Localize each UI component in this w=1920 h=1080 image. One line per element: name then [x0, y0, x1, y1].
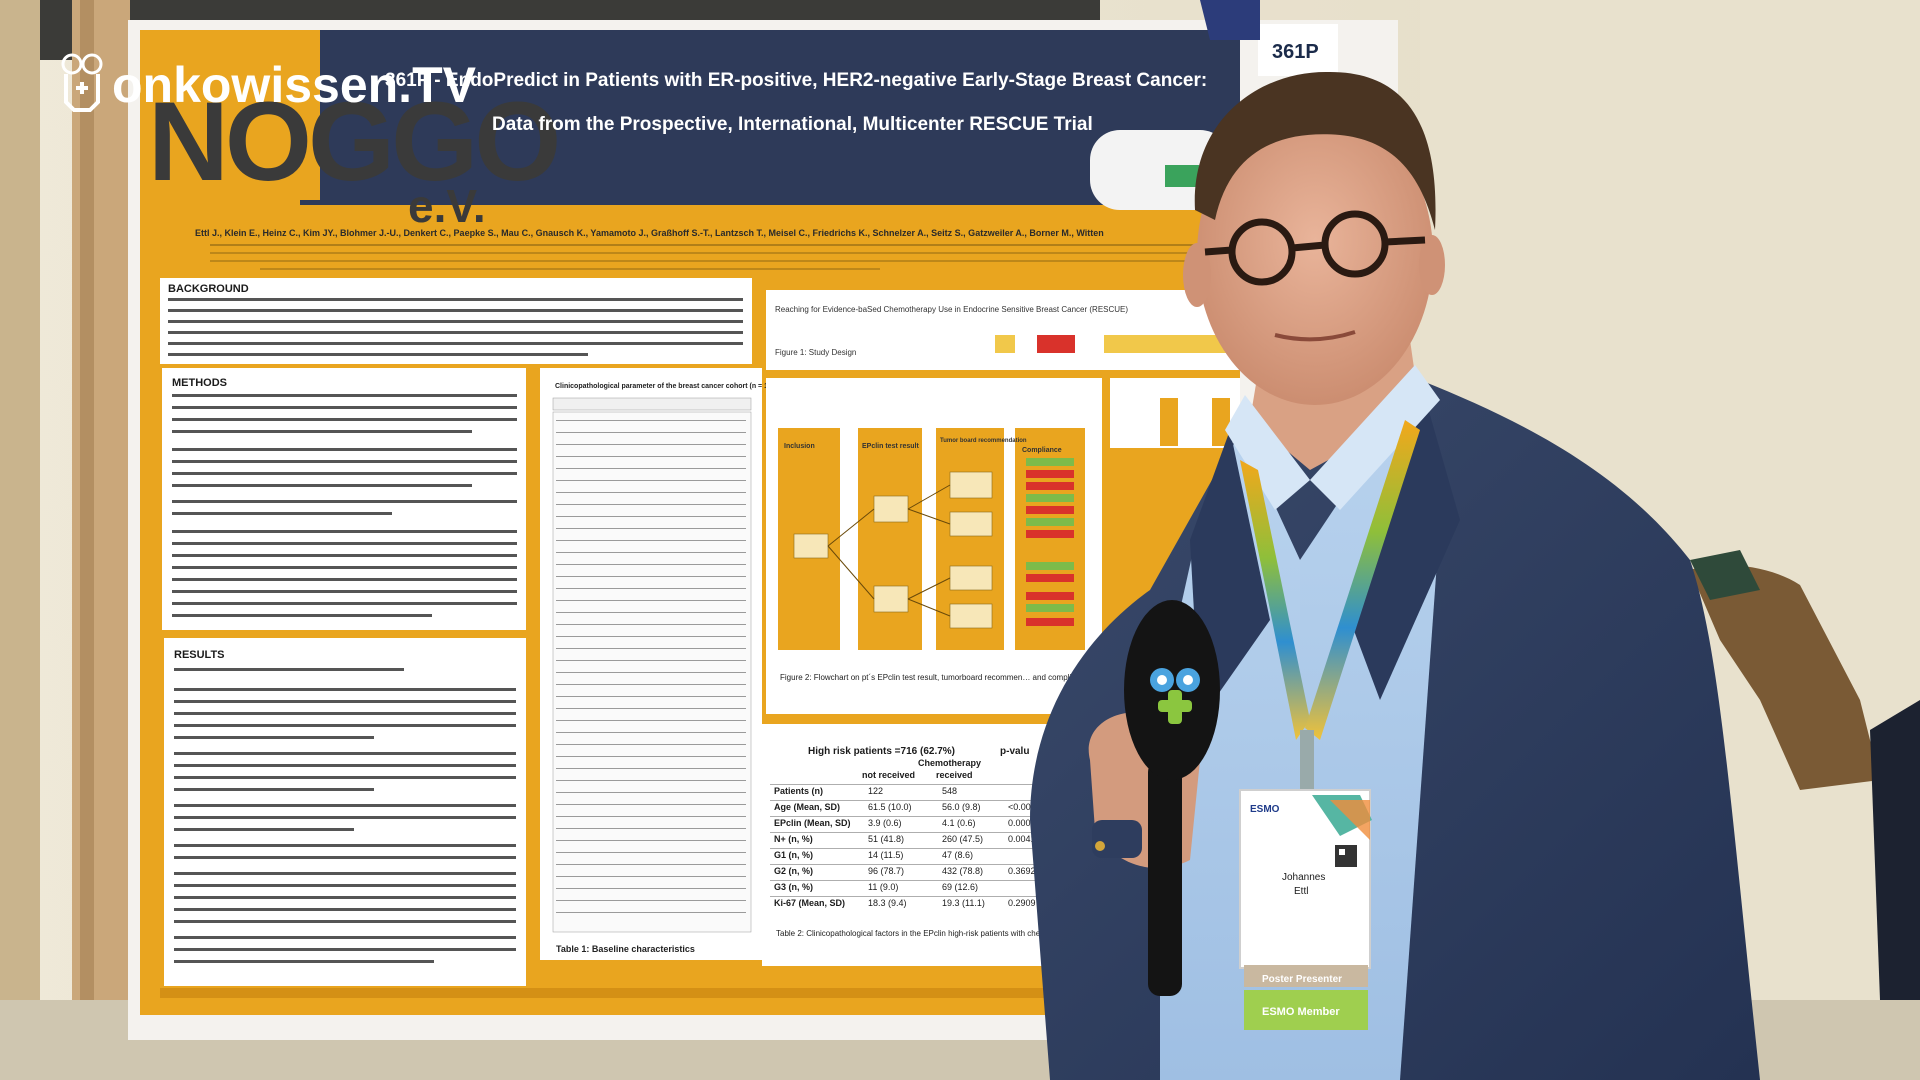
owl-plus-icon — [61, 53, 103, 112]
poster-title-line1: 361P - EndoPredict in Patients with ER-p… — [385, 70, 1207, 91]
microphone-logo — [1150, 668, 1200, 724]
badge-first-name: Johannes — [1282, 872, 1325, 883]
poster-number-tag — [1258, 24, 1338, 76]
presenter-glasses — [1204, 210, 1426, 286]
table2-row-received: 432 (78.8) — [942, 866, 983, 876]
table2-row-received: 19.3 (11.1) — [942, 898, 985, 908]
table2-row-not-received: 51 (41.8) — [868, 834, 904, 844]
background-text-lines — [168, 298, 743, 356]
results-text-lines — [174, 668, 516, 963]
table2-row-divider — [770, 832, 1086, 833]
table2-col-received: received — [936, 770, 973, 780]
badge-last-name: Ettl — [1294, 886, 1308, 897]
badge-event: ESMO — [1250, 804, 1280, 815]
table1-caption: Table 1: Baseline characteristics — [556, 944, 695, 954]
poster-title-line2: Data from the Prospective, International… — [492, 114, 1093, 135]
table2-row-p: 0.0009 — [1008, 818, 1036, 828]
table2-row-divider — [770, 848, 1086, 849]
presenter-face — [1197, 105, 1433, 405]
table2-row-label: Patients (n) — [774, 786, 823, 796]
table2-row-not-received: 61.5 (10.0) — [868, 802, 912, 812]
poster-footer — [160, 988, 1230, 998]
badge-membership: ESMO Member — [1262, 1006, 1340, 1018]
table2-row-p: 0.0041 — [1008, 834, 1036, 844]
table2-row-p: 0.3692 — [1008, 866, 1036, 876]
table2-row-label: EPclin (Mean, SD) — [774, 818, 851, 828]
methods-section — [162, 368, 526, 630]
table2-col-p: p-valu — [1000, 746, 1029, 757]
hanging-jacket — [1690, 565, 1880, 790]
ring — [1095, 841, 1105, 851]
noggo-logo-sub: e.V. — [408, 180, 486, 232]
lanyard-right — [1305, 420, 1420, 740]
figure2-caption: Figure 2: Flowchart on pt´s EPclin test … — [780, 673, 1149, 682]
table2-row-divider — [770, 800, 1086, 801]
table2-row-not-received: 122 — [868, 786, 883, 796]
poster-number: 361P — [1272, 41, 1319, 63]
table2-row-label: G3 (n, %) — [774, 882, 813, 892]
table2-rows: Patients (n) 122 548 Age (Mean, SD) 61.5 (10… — [770, 784, 1086, 908]
table2-row-received: 56.0 (9.8) — [942, 802, 981, 812]
table2-heading: High risk patients =716 (62.7%) — [808, 746, 955, 757]
svg-text:Compliance: Compliance — [1022, 447, 1062, 454]
dark-bag — [1870, 700, 1920, 1000]
table1-heading: Clinicopathological parameter of the bre… — [555, 383, 782, 390]
methods-heading: METHODS — [172, 377, 227, 389]
table1-rows — [552, 397, 752, 933]
table2-row-received: 548 — [942, 786, 957, 796]
channel-logo: onkowissen.TV — [61, 53, 477, 113]
presenter-hair — [1194, 71, 1436, 230]
table2-row-received: 260 (47.5) — [942, 834, 983, 844]
table2-row-label: G1 (n, %) — [774, 850, 813, 860]
table2-subheading: Chemotherapy — [918, 758, 981, 768]
table2-row-received: 4.1 (0.6) — [942, 818, 976, 828]
table1-lines — [556, 420, 746, 913]
poster-authors: Ettl J., Klein E., Heinz C., Kim JY., Bl… — [195, 228, 1104, 238]
table2-row-label: Ki-67 (Mean, SD) — [774, 898, 845, 908]
table2-row-label: N+ (n, %) — [774, 834, 813, 844]
microphone-handle — [1148, 760, 1182, 996]
easel-left-post — [0, 0, 40, 1080]
figure1-caption: Figure 1: Study Design — [775, 348, 856, 357]
table2-row-divider — [770, 784, 1086, 785]
background-heading: BACKGROUND — [168, 283, 249, 295]
svg-text:Tumor board recommendation: Tumor board recommendation — [940, 438, 1027, 444]
methods-text-lines — [172, 394, 517, 617]
table2-row-not-received: 3.9 (0.6) — [868, 818, 902, 828]
table2-row-not-received: 14 (11.5) — [868, 850, 903, 860]
noggo-logo: NOGGO — [148, 79, 557, 204]
flowchart-col-epclin — [858, 428, 922, 650]
badge-role: Poster Presenter — [1262, 974, 1342, 985]
figure1-heading: Reaching for Evidence-baSed Chemotherapy… — [775, 305, 1128, 314]
conference-logo — [1090, 130, 1230, 210]
table2-row-not-received: 96 (78.7) — [868, 866, 904, 876]
table2-row-p: 0.2909 — [1008, 898, 1036, 908]
table2-row-not-received: 18.3 (9.4) — [868, 898, 907, 908]
figure1-section — [766, 290, 1240, 370]
table2-row-label: Age (Mean, SD) — [774, 802, 840, 812]
flowchart: Inclusion EPclin test result Tumor board… — [778, 428, 1085, 650]
poster-header — [300, 30, 1240, 205]
svg-text:EPclin test result: EPclin test result — [862, 443, 919, 450]
table2-row-received: 47 (8.6) — [942, 850, 973, 860]
table2-row-divider — [770, 864, 1086, 865]
badge-qr-code — [1335, 845, 1357, 867]
table2-row-label: G2 (n, %) — [774, 866, 813, 876]
table2-row-received: 69 (12.6) — [942, 882, 978, 892]
svg-text:Inclusion: Inclusion — [784, 443, 815, 450]
table2-caption: Table 2: Clinicopathological factors in … — [776, 929, 1229, 938]
channel-logo-text: onkowissen.TV — [112, 57, 477, 113]
table2-row-divider — [770, 880, 1086, 881]
table2-row-divider — [770, 816, 1086, 817]
table2-row-divider — [770, 896, 1086, 897]
jacket-lapel-right — [1350, 380, 1460, 700]
results-section — [164, 638, 526, 986]
table2-row-p: <0.00 — [1008, 802, 1031, 812]
table2-row-not-received: 11 (9.0) — [868, 882, 898, 892]
lanyard-left — [1240, 460, 1310, 740]
table2-col-not-received: not received — [862, 770, 915, 780]
results-heading: RESULTS — [174, 649, 225, 661]
